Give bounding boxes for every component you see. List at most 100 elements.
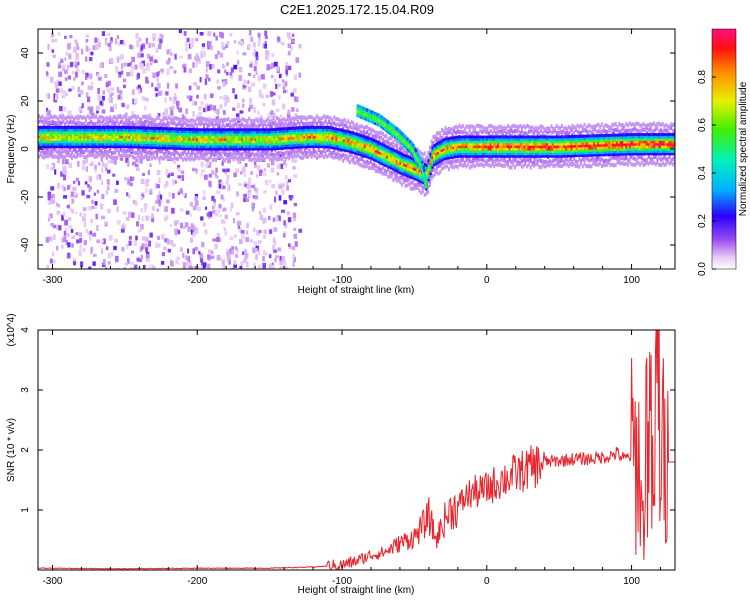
- heatmap-halo-cell: [628, 121, 631, 126]
- heatmap-halo-cell: [95, 121, 98, 126]
- heatmap-halo-cell: [286, 117, 289, 122]
- heatmap-halo-cell: [159, 155, 162, 160]
- heatmap-halo-cell: [173, 116, 176, 121]
- heatmap-noise-cell: [126, 104, 129, 109]
- heatmap-halo-cell: [342, 153, 345, 158]
- heatmap-noise-cell: [222, 185, 226, 190]
- heatmap-noise-cell: [116, 220, 121, 225]
- heatmap-noise-cell: [88, 266, 92, 269]
- heatmap-halo-cell: [481, 129, 484, 134]
- heatmap-noise-cell: [90, 248, 93, 255]
- heatmap-noise-cell: [132, 161, 136, 166]
- heatmap-noise-cell: [168, 96, 172, 101]
- heatmap-noise-cell: [47, 217, 51, 222]
- heatmap-halo-cell: [260, 121, 263, 126]
- heatmap-noise-cell: [172, 193, 175, 199]
- heatmap-noise-cell: [166, 60, 170, 65]
- heatmap-noise-cell: [58, 81, 62, 86]
- heatmap-noise-cell: [203, 51, 207, 58]
- heatmap-halo-cell: [187, 123, 190, 128]
- heatmap-halo-cell: [57, 150, 60, 155]
- heatmap-halo-cell: [375, 130, 378, 135]
- heatmap-noise-cell: [262, 262, 267, 269]
- heatmap-noise-cell: [235, 113, 239, 117]
- heatmap-halo-cell: [131, 154, 134, 159]
- heatmap-halo-cell: [498, 162, 501, 167]
- heatmap-halo-cell: [215, 119, 218, 124]
- heatmap-halo-cell: [411, 180, 414, 185]
- heatmap-noise-cell: [52, 234, 56, 241]
- heatmap-halo-cell: [48, 120, 51, 125]
- heatmap-noise-cell: [179, 55, 183, 59]
- heatmap-ridge-cell: [68, 142, 71, 146]
- heatmap-noise-cell: [142, 236, 146, 241]
- heatmap-ridge-cell: [69, 133, 73, 137]
- heatmap-halo-cell: [355, 122, 358, 127]
- heatmap-noise-cell: [55, 202, 59, 207]
- heatmap-halo-cell: [406, 178, 409, 183]
- heatmap-noise-cell: [243, 79, 247, 86]
- heatmap-noise-cell: [149, 163, 152, 167]
- heatmap-ridge-cell: [39, 133, 43, 137]
- heatmap-halo-cell: [41, 149, 44, 154]
- heatmap-noise-cell: [207, 263, 211, 269]
- heatmap-noise-cell: [230, 67, 234, 73]
- heatmap-halo-cell: [102, 153, 105, 158]
- heatmap-halo-cell: [559, 159, 562, 164]
- heatmap-noise-cell: [151, 43, 155, 48]
- heatmap-noise-cell: [214, 172, 218, 177]
- heatmap-halo-cell: [178, 152, 181, 157]
- heatmap-halo-cell: [447, 160, 450, 165]
- heatmap-noise-cell: [214, 209, 217, 216]
- heatmap-halo-cell: [342, 158, 345, 163]
- heatmap-halo-cell: [571, 128, 574, 133]
- heatmap-noise-cell: [163, 216, 166, 221]
- heatmap-ridge-cell: [53, 137, 56, 141]
- heatmap-ridge-cell: [79, 137, 82, 141]
- heatmap-noise-cell: [210, 93, 214, 99]
- heatmap-noise-cell: [212, 105, 217, 111]
- heatmap-noise-cell: [223, 227, 227, 231]
- heatmap-halo-cell: [199, 155, 202, 160]
- heatmap-halo-cell: [288, 121, 291, 126]
- heatmap-halo-cell: [392, 178, 395, 183]
- heatmap-ridge-cell: [51, 130, 54, 134]
- heatmap-noise-cell: [235, 253, 239, 258]
- heatmap-halo-cell: [123, 148, 126, 153]
- heatmap-halo-cell: [328, 115, 331, 120]
- heatmap-noise-cell: [140, 208, 143, 213]
- heatmap-ridge-cell: [94, 133, 97, 137]
- heatmap-halo-cell: [489, 123, 492, 128]
- heatmap-noise-cell: [168, 192, 171, 198]
- heatmap-halo-cell: [390, 174, 393, 179]
- heatmap-halo-cell: [413, 183, 416, 188]
- heatmap-noise-cell: [243, 197, 246, 203]
- heatmap-ridge-cell: [81, 128, 84, 132]
- heatmap-halo-cell: [248, 151, 251, 156]
- heatmap-noise-cell: [217, 50, 220, 55]
- heatmap-halo-cell: [666, 129, 669, 134]
- heatmap-halo-cell: [482, 158, 485, 163]
- heatmap-ridge-cell: [43, 133, 46, 137]
- heatmap-noise-cell: [107, 169, 111, 174]
- heatmap-halo-cell: [566, 157, 569, 162]
- heatmap-halo-cell: [496, 126, 499, 131]
- heatmap-halo-cell: [654, 123, 657, 128]
- heatmap-halo-cell: [322, 149, 325, 154]
- heatmap-noise-cell: [217, 209, 221, 214]
- heatmap-halo-cell: [503, 163, 506, 168]
- heatmap-noise-cell: [282, 85, 286, 90]
- heatmap-noise-cell: [140, 53, 144, 58]
- heatmap-noise-cell: [277, 95, 281, 100]
- heatmap-halo-cell: [635, 161, 638, 166]
- heatmap-halo-cell: [84, 118, 87, 123]
- heatmap-halo-cell: [439, 131, 442, 136]
- heatmap-noise-cell: [222, 110, 226, 115]
- heatmap-halo-cell: [484, 160, 487, 165]
- heatmap-noise-cell: [189, 265, 193, 269]
- heatmap-noise-cell: [289, 196, 293, 201]
- heatmap-noise-cell: [176, 104, 179, 110]
- heatmap-halo-cell: [550, 130, 553, 135]
- heatmap-ridge-cell: [71, 133, 75, 137]
- heatmap-noise-cell: [257, 110, 260, 115]
